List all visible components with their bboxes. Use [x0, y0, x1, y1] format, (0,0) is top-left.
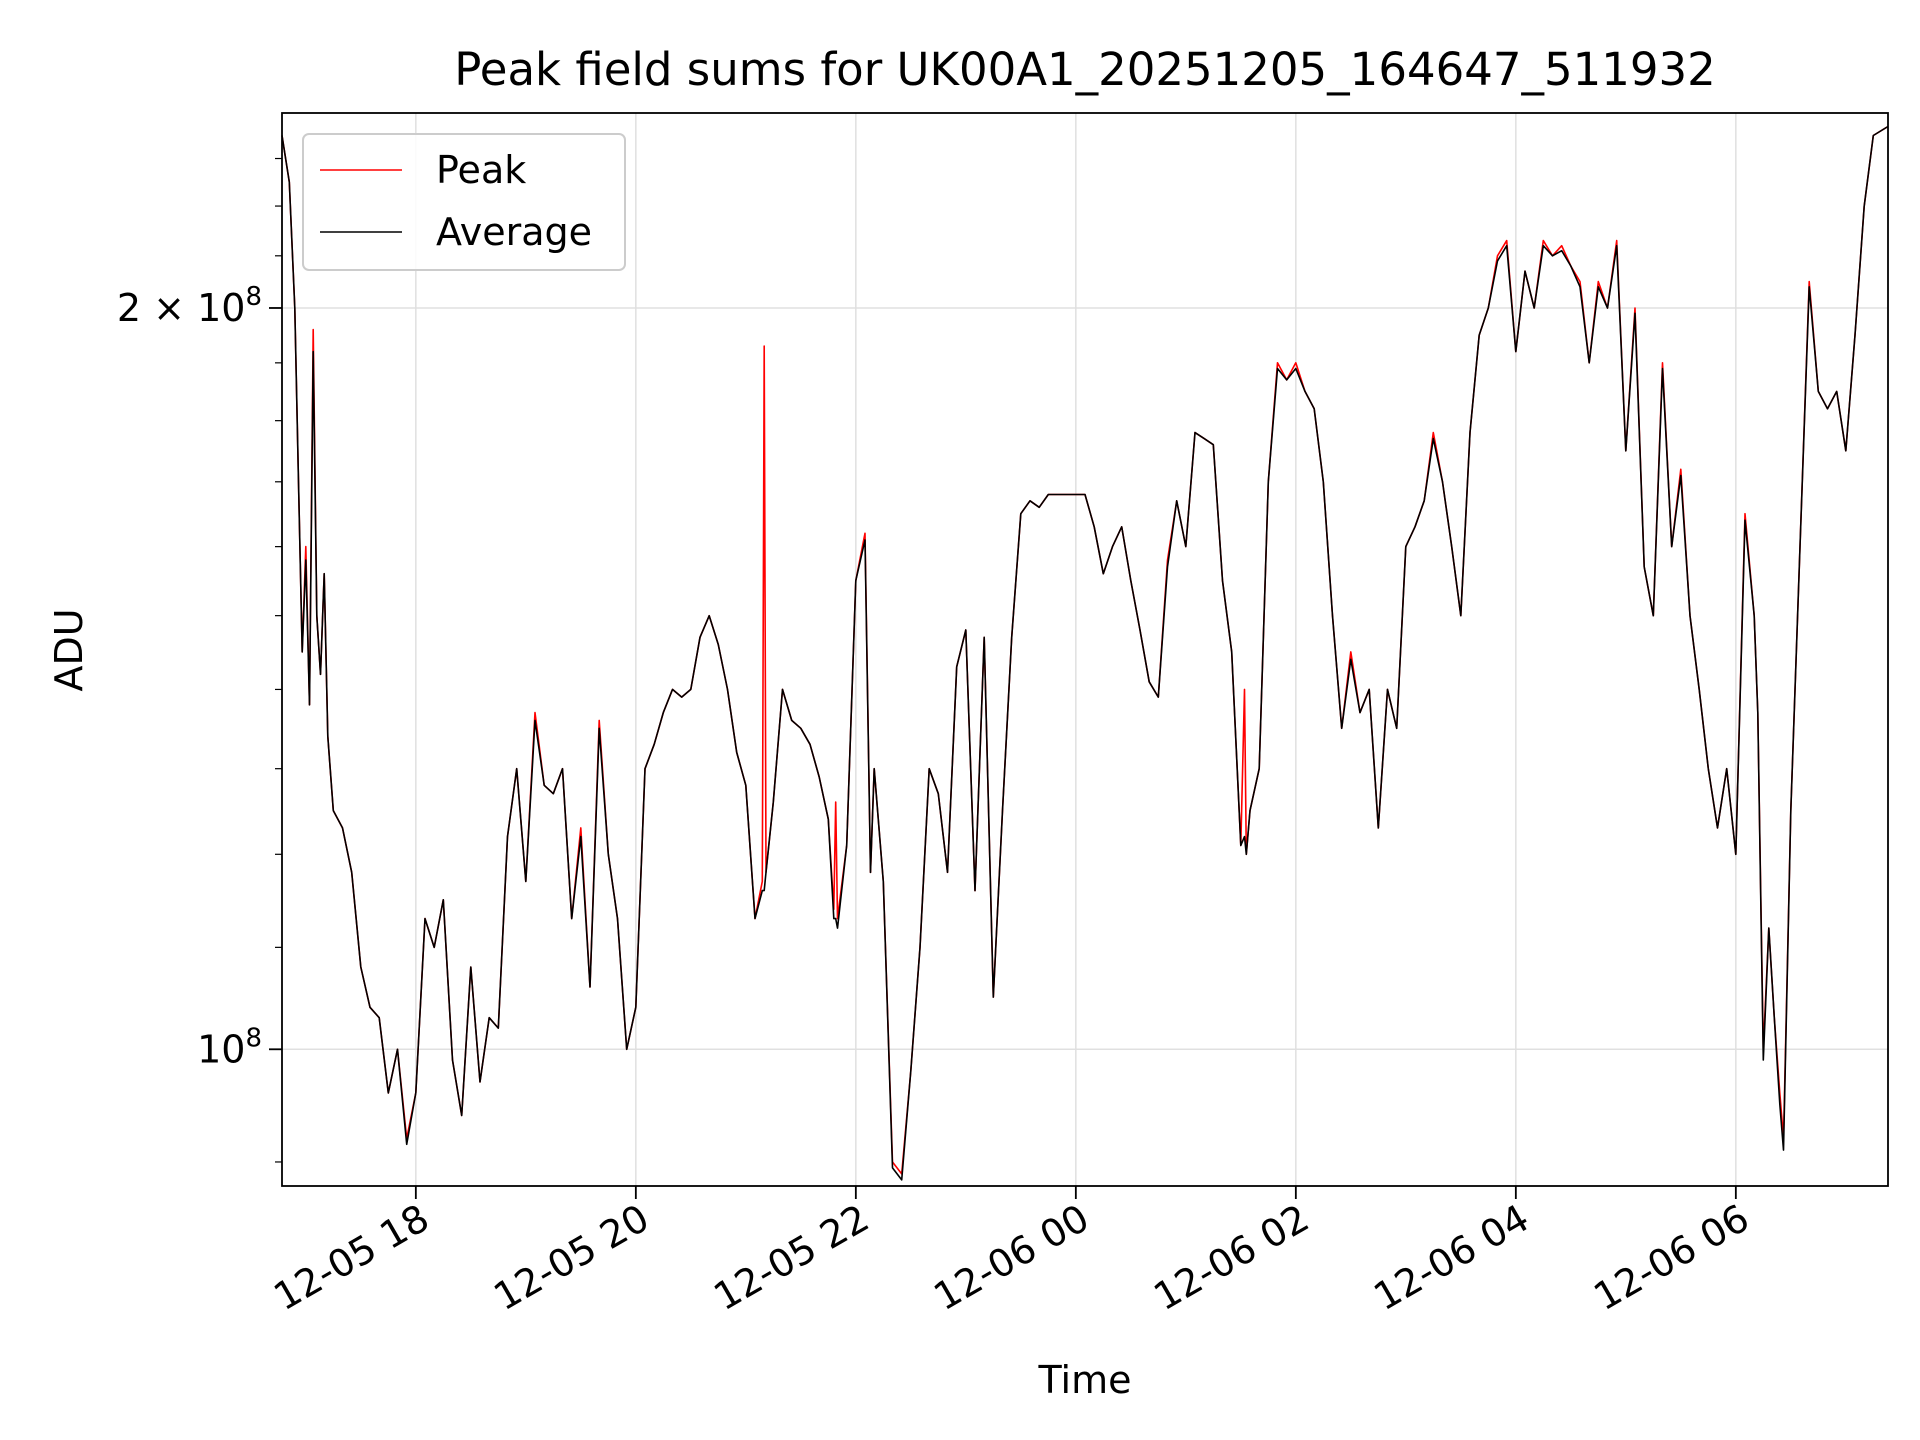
y-axis: 108 2 × 108 — [117, 157, 282, 1163]
series-group — [281, 125, 1889, 1181]
legend-label-peak: Peak — [436, 148, 526, 192]
y-axis-label: ADU — [47, 608, 91, 691]
legend-box — [302, 133, 626, 271]
legend-label-average: Average — [436, 210, 592, 254]
series-line-average — [281, 125, 1889, 1181]
y-tick-label: 2 × 108 — [117, 282, 262, 330]
x-axis-label: Time — [1038, 1358, 1132, 1402]
legend: Peak Average — [302, 133, 626, 271]
y-tick-label: 108 — [197, 1023, 262, 1071]
plot-frame — [281, 112, 1889, 1187]
chart-title: Peak field sums for UK00A1_20251205_1646… — [454, 43, 1716, 96]
